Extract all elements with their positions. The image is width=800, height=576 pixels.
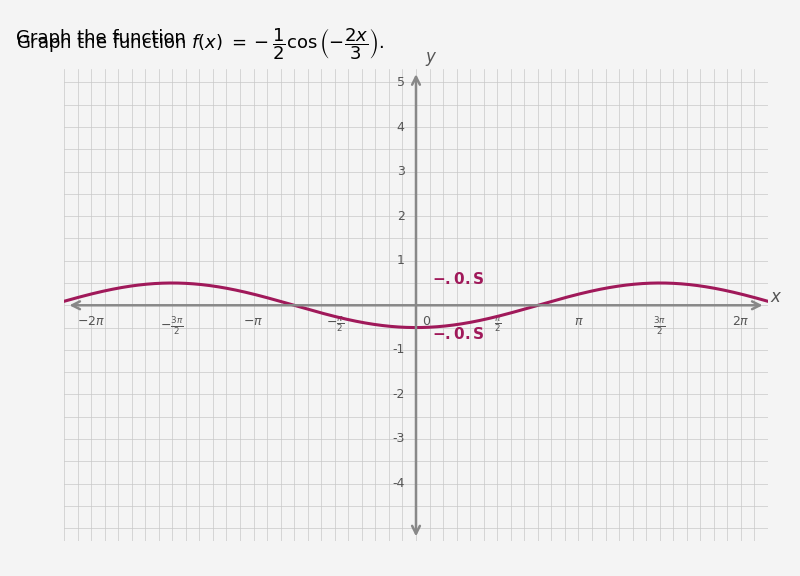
Text: 5: 5 — [397, 76, 405, 89]
Text: $\mathbf{-.0.S}$: $\mathbf{-.0.S}$ — [431, 326, 484, 342]
Text: x: x — [770, 288, 781, 306]
Text: -1: -1 — [392, 343, 405, 357]
Text: $\pi$: $\pi$ — [574, 315, 583, 328]
Text: 0: 0 — [422, 315, 430, 328]
Text: -4: -4 — [392, 477, 405, 490]
Text: -2: -2 — [392, 388, 405, 401]
Text: y: y — [426, 48, 435, 66]
Text: $-\frac{\pi}{2}$: $-\frac{\pi}{2}$ — [326, 315, 344, 335]
Text: $2\pi$: $2\pi$ — [733, 315, 750, 328]
Text: $-\pi$: $-\pi$ — [243, 315, 263, 328]
Text: 3: 3 — [397, 165, 405, 178]
Text: -3: -3 — [392, 433, 405, 445]
Text: 1: 1 — [397, 254, 405, 267]
Text: 4: 4 — [397, 120, 405, 134]
Text: $\mathbf{-.0.S}$: $\mathbf{-.0.S}$ — [431, 271, 484, 286]
Text: 2: 2 — [397, 210, 405, 223]
Text: $\frac{3\pi}{2}$: $\frac{3\pi}{2}$ — [654, 315, 666, 337]
Text: Graph the function $\mathit{f}(\mathit{x})$ $= -\dfrac{1}{2}\cos\left(-\dfrac{2x: Graph the function $\mathit{f}(\mathit{x… — [16, 26, 384, 62]
Text: Graph the function: Graph the function — [16, 29, 191, 47]
Text: $-2\pi$: $-2\pi$ — [77, 315, 105, 328]
Text: $-\frac{3\pi}{2}$: $-\frac{3\pi}{2}$ — [160, 315, 184, 337]
Text: $\frac{\pi}{2}$: $\frac{\pi}{2}$ — [494, 315, 501, 335]
